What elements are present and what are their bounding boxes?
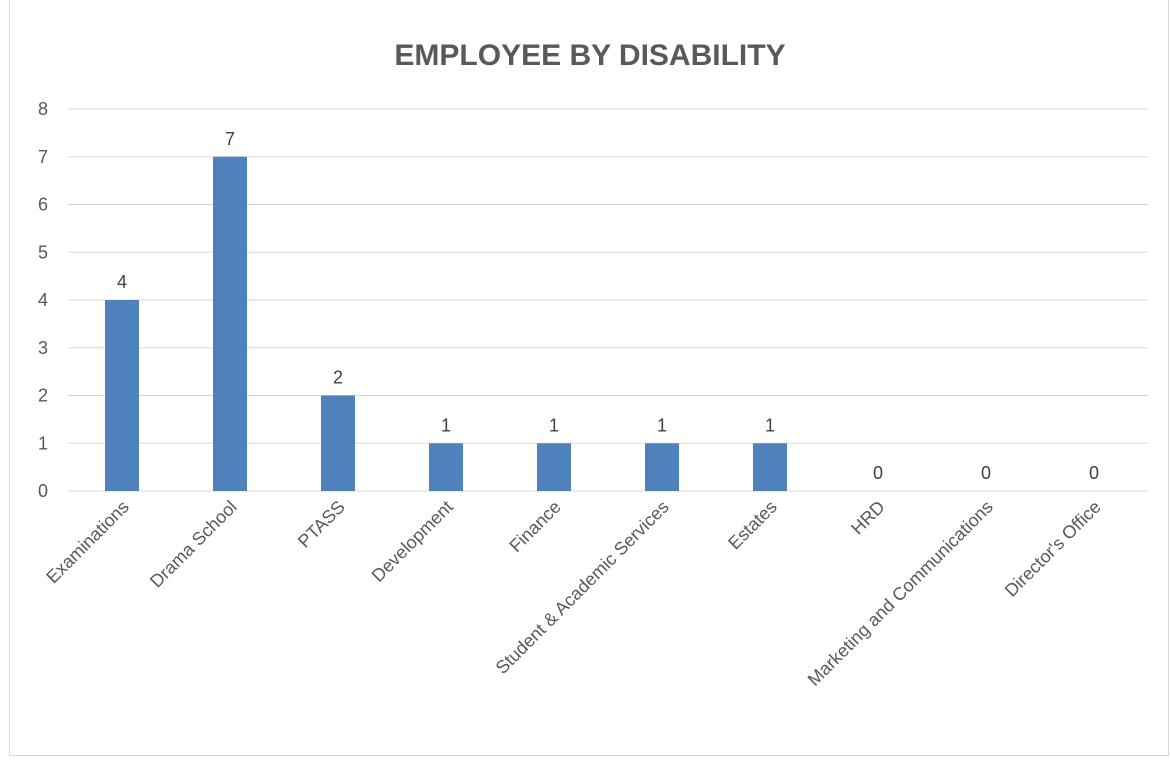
x-tick-label: Finance — [505, 497, 564, 556]
y-tick-label: 1 — [38, 433, 48, 453]
bars — [105, 156, 787, 491]
y-tick-label: 6 — [38, 195, 48, 215]
chart-frame: EMPLOYEE BY DISABILITY 0 1 2 3 4 5 6 7 8 4 7 2 1 1 1 1… — [9, 0, 1169, 756]
data-label: 0 — [873, 463, 883, 483]
data-label: 1 — [549, 415, 559, 435]
data-labels: 4 7 2 1 1 1 1 0 0 0 — [117, 129, 1099, 483]
x-tick-label: Development — [368, 497, 457, 586]
data-label: 0 — [1089, 463, 1099, 483]
bar-chart: EMPLOYEE BY DISABILITY 0 1 2 3 4 5 6 7 8 4 7 2 1 1 1 1… — [38, 39, 1148, 690]
y-tick-label: 8 — [38, 99, 48, 119]
chart-title: EMPLOYEE BY DISABILITY — [394, 39, 785, 72]
bar — [537, 443, 571, 491]
bar — [213, 156, 247, 491]
data-label: 4 — [117, 272, 127, 292]
x-axis: Examinations Drama School PTASS Development… — [42, 497, 1105, 690]
data-label: 7 — [225, 129, 235, 149]
x-tick-label: Estates — [724, 497, 781, 554]
bar — [321, 395, 355, 491]
y-tick-label: 2 — [38, 386, 48, 406]
bar — [429, 443, 463, 491]
data-label: 1 — [657, 415, 667, 435]
data-label: 1 — [765, 415, 775, 435]
data-label: 2 — [333, 368, 343, 388]
x-tick-label: Examinations — [42, 497, 133, 588]
x-tick-label: Director's Office — [1001, 497, 1105, 601]
bar — [753, 443, 787, 491]
y-axis: 0 1 2 3 4 5 6 7 8 — [38, 99, 48, 501]
y-tick-label: 7 — [38, 147, 48, 167]
bar — [105, 300, 139, 491]
y-tick-label: 0 — [38, 481, 48, 501]
data-label: 1 — [441, 415, 451, 435]
bar — [645, 443, 679, 491]
data-label: 0 — [981, 463, 991, 483]
y-tick-label: 4 — [38, 290, 48, 310]
x-tick-label: Marketing and Communications — [804, 497, 997, 690]
y-tick-label: 5 — [38, 242, 48, 262]
gridlines — [68, 108, 1148, 492]
x-tick-label: Student & Academic Services — [492, 497, 673, 678]
x-tick-label: Drama School — [146, 497, 241, 592]
x-tick-label: PTASS — [294, 497, 349, 552]
y-tick-label: 3 — [38, 338, 48, 358]
x-tick-label: HRD — [847, 497, 889, 539]
